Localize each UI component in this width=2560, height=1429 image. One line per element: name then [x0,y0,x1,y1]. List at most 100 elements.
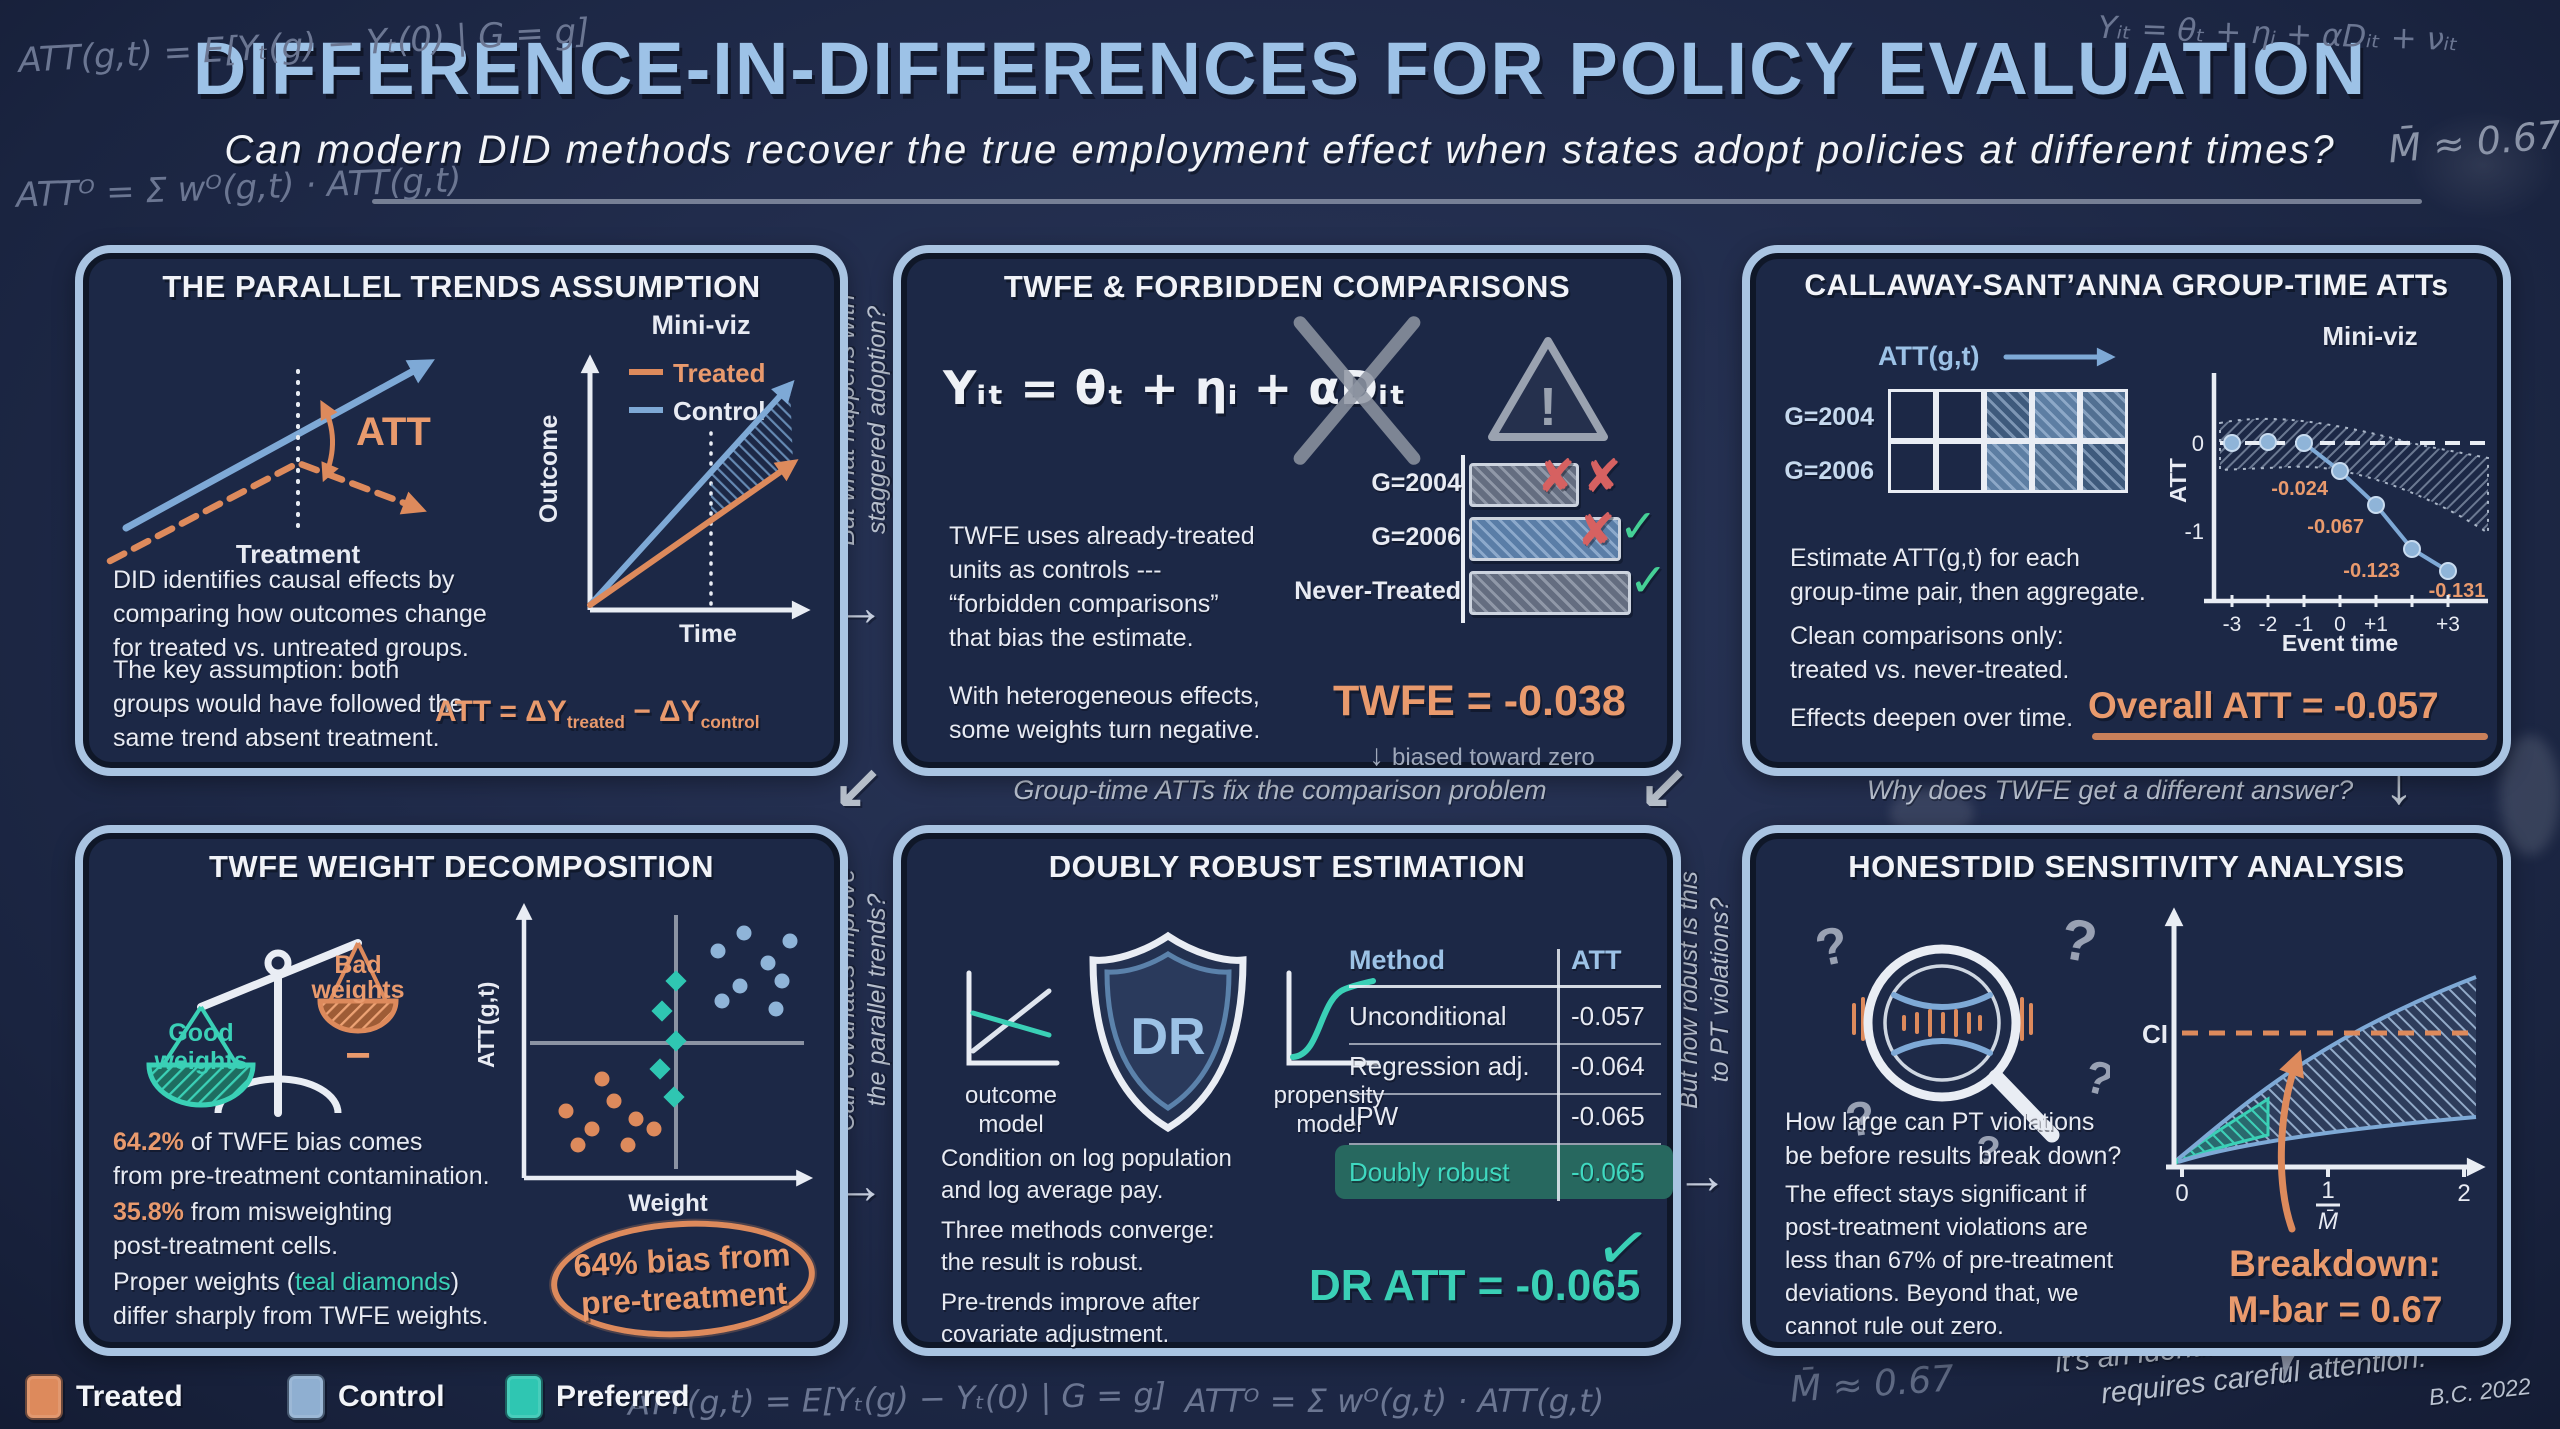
treated-swatch [25,1374,63,1420]
ci-label: CI [2142,1019,2168,1049]
result-underline [2092,733,2488,740]
grid-cell-treated [2032,389,2080,441]
panel-title: TWFE WEIGHT DECOMPOSITION [208,849,715,884]
control-swatch [287,1374,325,1420]
point-value-label: -0.024 [2271,478,2329,500]
preferred-swatch [505,1374,543,1420]
estimate-point [2223,434,2241,452]
text-line: model [1296,1111,1362,1138]
row-separator [1349,1043,1661,1045]
p4-para2: 35.8% from misweighting post-treatment c… [113,1195,392,1263]
p2-para1: TWFE uses already-treated units as contr… [949,519,1255,655]
teal-highlight: teal diamonds [295,1268,451,1296]
x-icon: ✘ [1537,450,1576,502]
teal-diamond [649,1058,671,1080]
grid-row-label: G=2006 [1784,457,1874,485]
teal-diamond [665,970,687,992]
x-tick-frac-num: 1 [2321,1177,2334,1204]
good-label-line: Good [168,1019,233,1047]
legend-label: Treated [76,1380,183,1413]
good-label-line: weights [153,1047,247,1075]
point-value-label: -0.131 [2429,580,2486,602]
control-legend-label: Control [673,396,765,426]
x-tick: +3 [2436,613,2460,636]
text-line: groups would have followed the [113,690,464,718]
bar-label: G=2006 [1371,523,1461,551]
down-left-arrow-icon: ↙ [832,755,884,824]
bias-note-text: biased toward zero [1392,744,1595,771]
text-line: for treated vs. untreated groups. [113,634,469,662]
legend-item-preferred: Preferred [505,1374,689,1420]
text-line: post-treatment violations are [1785,1214,2088,1241]
formula-part: ATT = ΔY [435,695,567,728]
text-line: treated vs. never-treated. [1790,656,2070,684]
text-line: Pre-trends improve after [941,1289,1200,1316]
x-tick: 2 [2457,1180,2470,1207]
equation-left: Yᵢₜ = θₜ + ηᵢ + [943,361,1309,415]
bar-label: G=2004 [1371,469,1461,497]
row-separator [1349,1143,1661,1145]
magnifier-icon: ? ? ? ? ? [1810,906,2110,1174]
text-line: 35.8% from misweighting [113,1195,392,1229]
bar-label: Never-Treated [1294,577,1461,605]
pct-highlight: 64.2% [113,1128,184,1156]
text-line: same trend absent treatment. [113,724,440,752]
confidence-band [2219,417,2489,535]
scale-beam [197,939,362,1011]
miniviz-title: Mini-viz [2322,321,2418,351]
row-separator [1349,1093,1661,1095]
legend-label: Control [338,1380,445,1413]
outcome-model-icon [966,970,1060,1066]
row-connector-label-2: Why does TWFE get a different answer? [1866,775,2354,805]
legend-label: Preferred [556,1380,690,1413]
page-title: DIFFERENCE-IN-DIFFERENCES FOR POLICY EVA… [192,27,2368,110]
estimate-point [2403,540,2421,558]
attgt-grid [1888,389,2128,493]
breakdown-result: Breakdown: M-bar = 0.67 [2195,1241,2475,1333]
table-cell-method: IPW [1349,1101,1399,1131]
parallel-trends-diagram: ATT Treatment [106,359,435,568]
x-axis-label: Event time [2282,630,2398,653]
formula-sub: treated [566,712,625,732]
outcome-model-label: outcome model [941,1081,1081,1139]
bad-weights-pan [317,998,399,1034]
x-icon: ✘ [1577,504,1616,556]
table-header: ATT [1571,945,1622,975]
text-line: Effects deepen over time. [1790,704,2074,732]
point-value-label: -0.123 [2343,560,2400,582]
estimate-point [2295,434,2313,452]
text-line: propensity [1273,1082,1385,1109]
x-tick-frac-den: M̄ [2318,1208,2338,1235]
treated-legend-label: Treated [673,358,766,388]
p6-para2: The effect stays significant if post-tre… [1785,1178,2113,1343]
sensitivity-chart: CI 0 1 M̄ 2 [2142,907,2486,1235]
text-line: and log average pay. [941,1177,1164,1204]
table-cell-att: -0.064 [1571,1051,1645,1081]
bad-label-line: weights [310,976,404,1004]
method-att-table: Method ATT Unconditional -0.057 Regressi… [1335,945,1673,1210]
text-line: staggered adoption? [863,306,891,534]
table-cell-method: Regression adj. [1349,1051,1530,1081]
formula-sub: control [700,712,760,732]
panel-weight-decomposition: TWFE WEIGHT DECOMPOSITION Good weights B… [75,825,848,1356]
bar-never-treated [1469,571,1631,615]
panel-honestdid: HONESTDID SENSITIVITY ANALYSIS ? ? ? ? ?… [1742,825,2511,1356]
question-mark-icon: ? [2056,906,2102,976]
att-label: ATT [356,410,431,454]
text-line: less than 67% of pre-treatment [1785,1247,2114,1274]
panel-title: DOUBLY ROBUST ESTIMATION [1048,849,1526,884]
effect-wedge-hatch [711,385,793,520]
scribble-formula-atto-bottom: ATTᴼ = Σ wᴼ(g,t) · ATT(g,t) [1185,1382,1605,1420]
grid-row-label: G=2004 [1784,403,1874,431]
text-line: deviations. Beyond that, we [1785,1280,2079,1307]
breakdown-line: M-bar = 0.67 [2227,1289,2443,1330]
p1-miniviz-chart: Mini-viz Treated Control Outcome Time [535,310,811,648]
down-arrow-icon: ↓ [1369,739,1384,772]
text-line: to PT violations? [1706,897,1734,1083]
panel-twfe-forbidden: TWFE & FORBIDDEN COMPARISONS Yᵢₜ = θₜ + … [893,245,1681,776]
p2-para2: With heterogeneous effects, some weights… [949,679,1260,747]
dr-label: DR [1130,1008,1205,1066]
good-weights-pan [146,1062,256,1108]
panel-title: THE PARALLEL TRENDS ASSUMPTION [162,269,761,304]
